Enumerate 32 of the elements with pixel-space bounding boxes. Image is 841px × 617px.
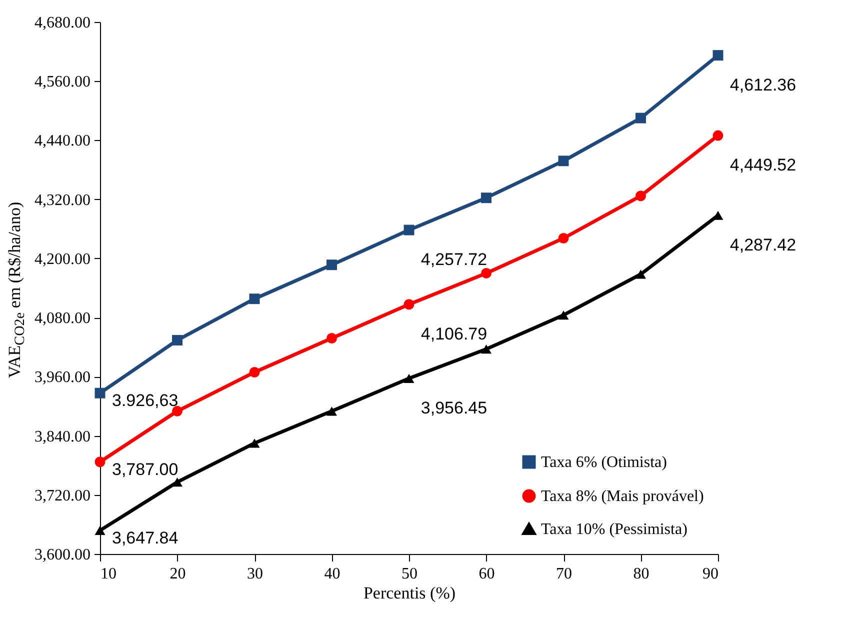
data-label: 4,449.52 [730, 156, 796, 175]
y-tick-label: 4,440.00 [34, 132, 90, 150]
x-tick-label: 90 [702, 566, 718, 582]
x-axis-title: Percentis (%) [363, 584, 456, 602]
y-tick-label: 4,560.00 [34, 74, 90, 91]
x-tick-label: 80 [633, 566, 650, 582]
data-label: 3.926,63 [112, 391, 178, 410]
x-tick-label: 40 [324, 566, 340, 582]
x-tick-label: 70 [556, 566, 572, 582]
data-label: 3,956.45 [420, 398, 488, 418]
data-label: 4,287.42 [730, 235, 796, 254]
data-label: 3,647.84 [112, 528, 178, 548]
y-tick-label: 3,960.00 [34, 369, 90, 386]
y-tick-label: 4,200.00 [34, 250, 90, 268]
legend-label: Taxa 10% (Pessimista) [541, 521, 688, 538]
data-label: 3,787.00 [112, 460, 178, 479]
y-tick-label: 4,320.00 [34, 192, 90, 209]
y-tick-label: 4,680.00 [34, 14, 90, 32]
y-tick-label: 3,840.00 [34, 428, 90, 446]
y-tick-label: 3,600.00 [34, 546, 90, 564]
legend-label: Taxa 6% (Otimista) [541, 454, 667, 471]
x-tick-label: 60 [478, 566, 495, 582]
x-tick-label: 30 [247, 566, 263, 582]
data-label: 4,106.79 [420, 324, 488, 344]
data-label: 4,257.72 [420, 250, 488, 270]
data-label: 4,612.36 [730, 75, 796, 94]
legend-label: Taxa 8% (Mais provável) [541, 488, 704, 505]
x-tick-label: 10 [100, 566, 116, 582]
y-tick-label: 3,720.00 [34, 487, 90, 504]
x-tick-label: 50 [402, 566, 418, 582]
x-tick-label: 20 [170, 566, 186, 582]
y-tick-label: 4,080.00 [34, 310, 90, 328]
